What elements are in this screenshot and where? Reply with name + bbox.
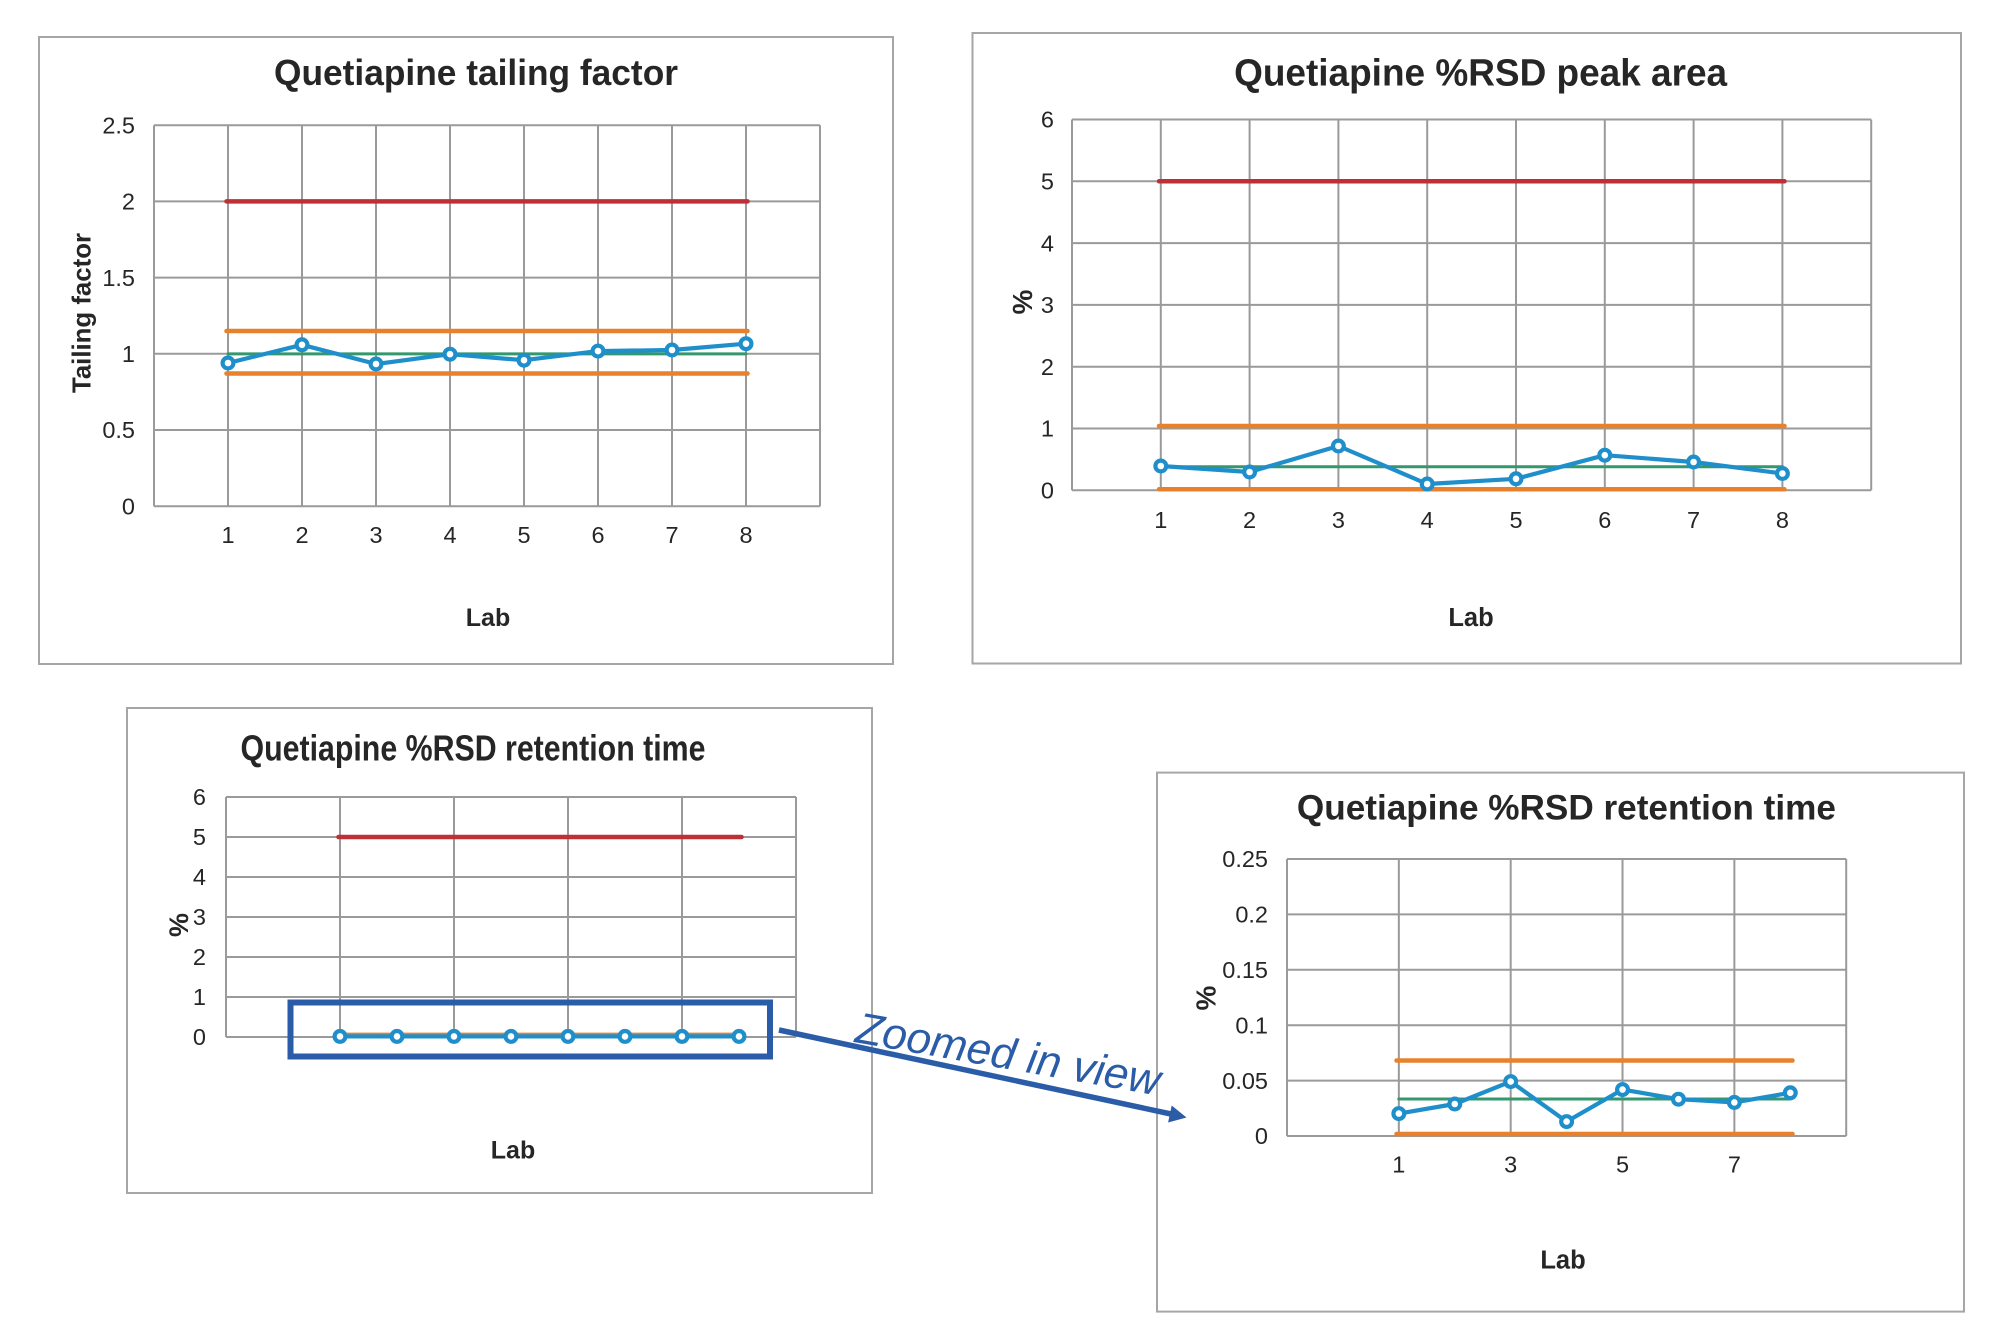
svg-text:1: 1 (1392, 1152, 1405, 1178)
svg-text:4: 4 (193, 864, 206, 890)
svg-text:6: 6 (193, 784, 206, 810)
svg-text:Quetiapine %RSD peak area: Quetiapine %RSD peak area (1234, 52, 1728, 94)
svg-text:7: 7 (1728, 1152, 1741, 1178)
svg-text:7: 7 (1687, 507, 1700, 533)
svg-text:3: 3 (193, 904, 206, 930)
svg-text:5: 5 (1509, 507, 1522, 533)
svg-text:Lab: Lab (1540, 1247, 1585, 1275)
svg-text:Lab: Lab (491, 1137, 535, 1165)
svg-text:0.2: 0.2 (1235, 902, 1268, 928)
svg-text:0.1: 0.1 (1235, 1012, 1268, 1038)
svg-text:3: 3 (1504, 1152, 1517, 1178)
svg-text:1: 1 (1041, 416, 1054, 442)
svg-text:Tailing factor: Tailing factor (67, 233, 97, 393)
svg-text:5: 5 (1041, 169, 1054, 195)
svg-text:3: 3 (1041, 292, 1054, 318)
svg-text:3: 3 (369, 522, 382, 548)
svg-text:5: 5 (1616, 1152, 1629, 1178)
svg-text:2: 2 (295, 522, 308, 548)
svg-text:6: 6 (1041, 107, 1054, 133)
svg-text:1: 1 (122, 341, 135, 367)
svg-text:0: 0 (1041, 478, 1054, 504)
svg-text:5: 5 (193, 824, 206, 850)
svg-text:%: % (1007, 289, 1038, 314)
svg-text:0: 0 (1255, 1123, 1268, 1149)
svg-text:0.5: 0.5 (102, 417, 135, 443)
svg-text:2: 2 (193, 944, 206, 970)
svg-text:3: 3 (1332, 507, 1345, 533)
svg-text:0.25: 0.25 (1222, 846, 1268, 872)
svg-text:0: 0 (193, 1024, 206, 1050)
svg-text:8: 8 (1776, 507, 1789, 533)
svg-text:1: 1 (221, 522, 234, 548)
svg-text:2: 2 (122, 189, 135, 215)
svg-text:0.05: 0.05 (1222, 1068, 1268, 1094)
svg-text:%: % (1191, 985, 1222, 1010)
svg-text:6: 6 (591, 522, 604, 548)
svg-text:4: 4 (1041, 230, 1054, 256)
svg-text:Quetiapine %RSD retention time: Quetiapine %RSD retention time (241, 728, 706, 769)
svg-text:1.5: 1.5 (102, 265, 135, 291)
svg-text:Quetiapine %RSD retention time: Quetiapine %RSD retention time (1297, 788, 1836, 828)
svg-text:Lab: Lab (1448, 604, 1493, 632)
svg-text:4: 4 (1421, 507, 1434, 533)
svg-text:6: 6 (1598, 507, 1611, 533)
svg-text:7: 7 (665, 522, 678, 548)
svg-text:Quetiapine tailing factor: Quetiapine tailing factor (274, 52, 678, 93)
svg-text:2: 2 (1243, 507, 1256, 533)
svg-text:0.15: 0.15 (1222, 957, 1268, 983)
svg-text:Lab: Lab (466, 604, 510, 632)
svg-text:2: 2 (1041, 354, 1054, 380)
svg-text:2.5: 2.5 (102, 112, 135, 138)
svg-text:4: 4 (443, 522, 456, 548)
svg-text:0: 0 (122, 493, 135, 519)
svg-text:5: 5 (517, 522, 530, 548)
svg-text:%: % (164, 913, 194, 937)
svg-text:1: 1 (1154, 507, 1167, 533)
svg-text:1: 1 (193, 984, 206, 1010)
svg-text:8: 8 (739, 522, 752, 548)
